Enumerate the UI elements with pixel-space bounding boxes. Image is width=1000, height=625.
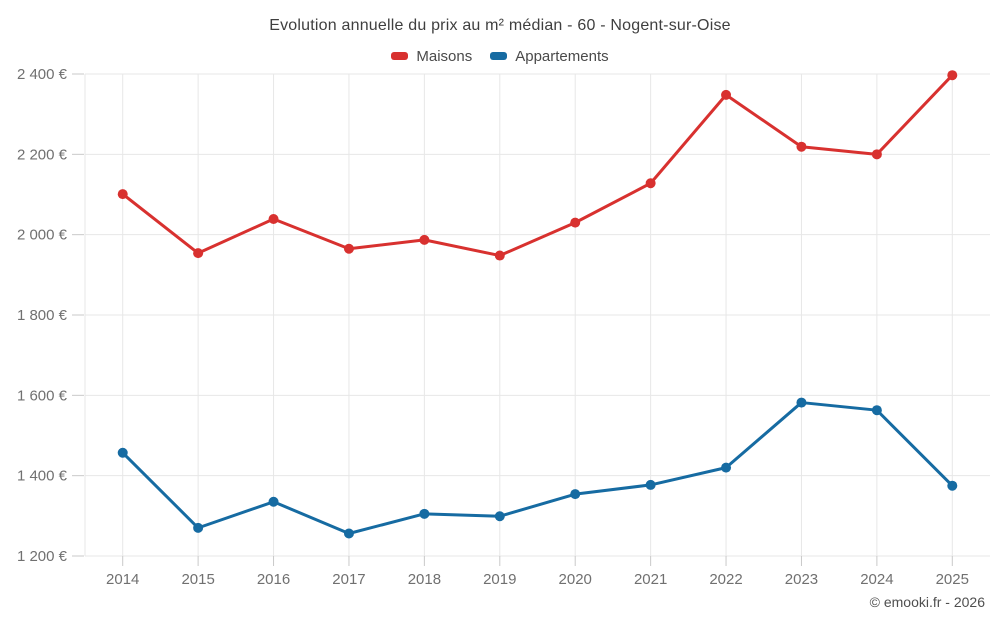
legend-label-appartements: Appartements [515, 47, 609, 65]
data-point-appartements-2024[interactable] [871, 405, 882, 416]
y-axis-label: 1 400 € [17, 468, 68, 485]
data-point-maisons-2015[interactable] [193, 248, 204, 259]
copyright-text: © emooki.fr - 2026 [869, 594, 985, 610]
data-point-maisons-2021[interactable] [645, 178, 656, 189]
y-axis-label: 2 200 € [17, 146, 68, 163]
x-axis-label: 2025 [936, 571, 969, 588]
x-axis-label: 2019 [483, 571, 516, 588]
data-point-appartements-2019[interactable] [494, 511, 505, 522]
data-point-maisons-2022[interactable] [721, 89, 732, 100]
data-point-appartements-2017[interactable] [343, 528, 354, 539]
x-axis-label: 2017 [332, 571, 365, 588]
data-point-maisons-2018[interactable] [419, 234, 430, 245]
chart-legend: Maisons Appartements [0, 45, 1000, 67]
x-axis-label: 2014 [106, 571, 139, 588]
data-point-appartements-2022[interactable] [721, 462, 732, 473]
data-point-maisons-2024[interactable] [871, 149, 882, 160]
data-point-maisons-2017[interactable] [343, 243, 354, 254]
legend-swatch-appartements-icon [490, 52, 508, 60]
legend-item-maisons[interactable]: Maisons [391, 48, 472, 65]
data-point-maisons-2014[interactable] [117, 189, 128, 200]
data-point-appartements-2016[interactable] [268, 496, 279, 507]
y-axis-label: 1 200 € [17, 548, 68, 565]
data-point-appartements-2015[interactable] [193, 522, 204, 533]
y-axis-label: 2 400 € [17, 66, 68, 83]
legend-label-maisons: Maisons [416, 47, 473, 65]
legend-item-appartements[interactable]: Appartements [490, 47, 609, 65]
x-axis-label: 2015 [181, 571, 214, 588]
data-point-appartements-2021[interactable] [645, 479, 656, 490]
data-point-maisons-2016[interactable] [268, 214, 279, 225]
data-point-appartements-2023[interactable] [796, 397, 807, 408]
x-axis-label: 2016 [257, 571, 290, 588]
data-point-appartements-2018[interactable] [419, 508, 430, 519]
data-point-maisons-2023[interactable] [796, 141, 807, 152]
data-point-maisons-2025[interactable] [947, 70, 958, 81]
x-axis-label: 2022 [709, 571, 742, 588]
x-axis-label: 2024 [860, 571, 893, 588]
x-axis-label: 2023 [785, 571, 818, 588]
legend-swatch-maisons-icon [391, 52, 409, 60]
y-axis-label: 1 600 € [17, 387, 68, 404]
x-axis-label: 2020 [559, 571, 592, 588]
data-point-maisons-2020[interactable] [570, 217, 581, 228]
data-point-appartements-2025[interactable] [947, 480, 958, 491]
series-line-maisons [121, 73, 954, 258]
data-point-appartements-2014[interactable] [117, 447, 128, 458]
data-point-appartements-2020[interactable] [570, 489, 581, 500]
x-axis-label: 2018 [408, 571, 441, 588]
y-axis-label: 1 800 € [17, 307, 68, 324]
y-axis-label: 2 000 € [17, 227, 68, 244]
series-line-appartements [121, 401, 954, 536]
x-axis-label: 2021 [634, 571, 667, 588]
chart-title: Evolution annuelle du prix au m² médian … [269, 17, 731, 34]
data-point-maisons-2019[interactable] [494, 250, 505, 261]
